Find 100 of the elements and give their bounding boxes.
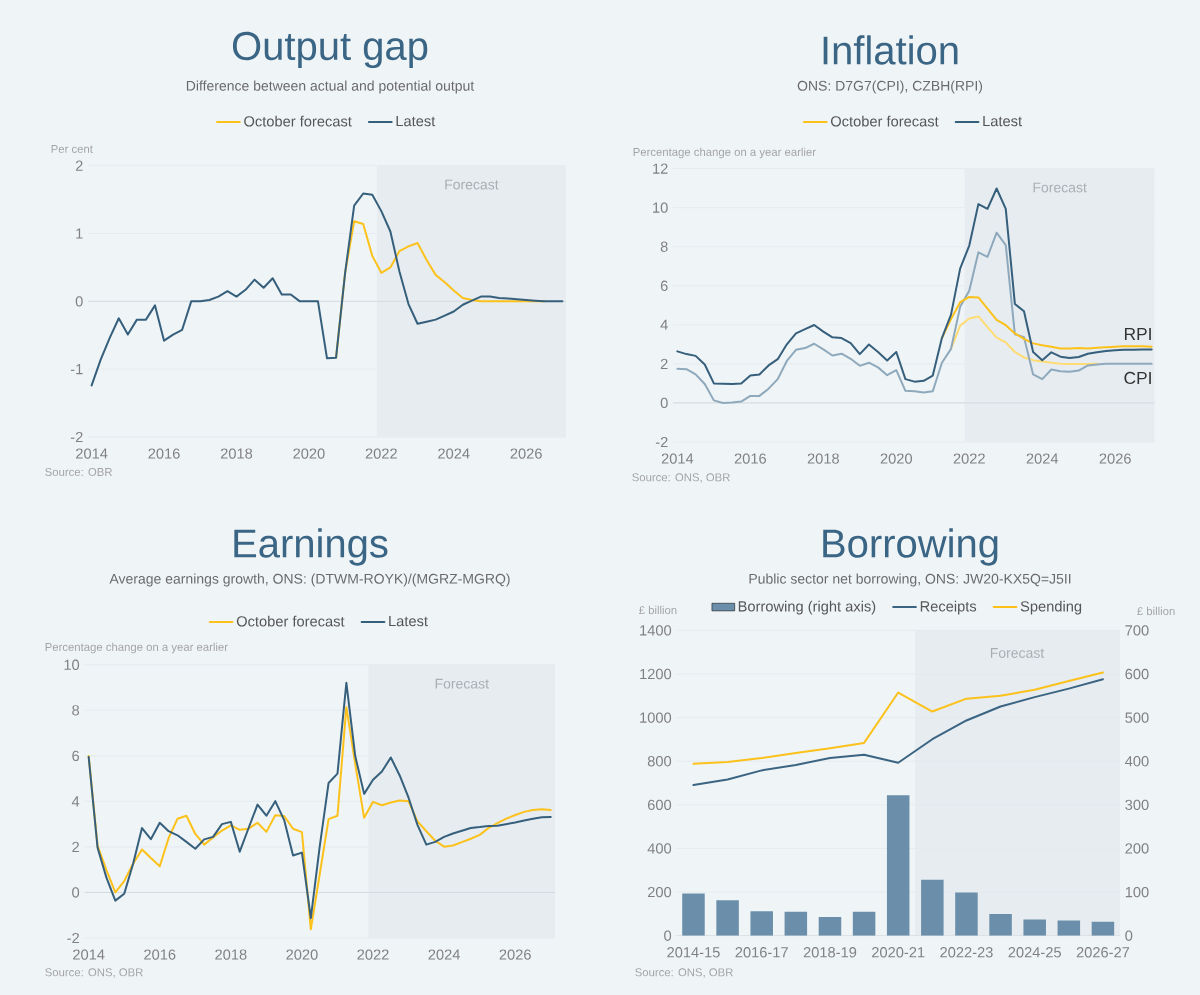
y-tick-label: 8	[72, 705, 80, 716]
y-tick-label: 1000	[640, 712, 672, 723]
band-label: Forecast	[435, 678, 489, 689]
y-tick-label: 2	[75, 160, 83, 171]
y-tick-label: -1	[70, 364, 83, 375]
y-tick-label: 800	[647, 756, 672, 767]
x-tick-label: 2026-27	[1076, 947, 1130, 958]
x-tick-label: 2026	[499, 949, 531, 960]
y-tick-label: 12	[653, 163, 668, 174]
y-tick-label: 6	[72, 750, 80, 762]
legend-label: Latest	[396, 116, 436, 127]
line-series	[692, 671, 1104, 765]
chart-title: Earnings	[234, 528, 388, 566]
x-tick-label: 2016	[144, 949, 176, 960]
y2-axis-title: £ billion	[1137, 606, 1175, 616]
legend-label: October forecast	[244, 115, 352, 127]
x-tick-label: 2018	[215, 949, 247, 960]
y2-tick-label: 700	[1125, 625, 1149, 636]
x-tick-label: 2018	[220, 448, 253, 459]
y-tick-label: 200	[647, 886, 672, 898]
legend-label: Spending	[1020, 600, 1082, 615]
y-tick-label: 4	[660, 319, 668, 330]
x-tick-label: 2020-21	[872, 947, 925, 958]
legend-label: Borrowing (right axis)	[738, 600, 876, 615]
x-tick-label: 2026	[1099, 453, 1131, 464]
bar	[1057, 920, 1081, 936]
x-tick-label: 2020	[286, 949, 318, 960]
x-tick-label: 2022-23	[940, 947, 993, 958]
x-tick-label: 2018	[807, 453, 839, 464]
y-tick-label: 8	[660, 241, 668, 252]
x-tick-label: 2014-15	[667, 947, 720, 958]
y-tick-label: -2	[655, 436, 668, 448]
legend-label: Latest	[389, 616, 428, 627]
x-tick-label: 2024-25	[1008, 947, 1061, 958]
band-label: Forecast	[1033, 182, 1087, 193]
y-tick-label: 10	[653, 202, 668, 213]
y-tick-label: 4	[71, 796, 80, 807]
y2-tick-label: 100	[1125, 886, 1149, 898]
y2-tick-label: 400	[1125, 756, 1149, 767]
bar	[682, 893, 705, 936]
bar	[955, 892, 978, 936]
chart-subtitle: ONS: D7G7(CPI), CZBH(RPI)	[797, 80, 983, 94]
bar	[1091, 921, 1115, 936]
y-tick-label: 6	[660, 280, 668, 291]
x-tick-label: 2024	[1026, 453, 1059, 464]
source-note: Source: ONS, OBR	[632, 473, 730, 483]
x-tick-label: 2024	[438, 448, 470, 459]
bar	[750, 911, 773, 936]
x-tick-label: 2016	[148, 448, 180, 459]
y-axis-title: £ billion	[639, 605, 677, 615]
x-tick-label: 2016	[734, 453, 767, 464]
y-tick-label: 2	[660, 358, 668, 369]
chart-title: Output gap	[232, 31, 428, 69]
y-tick-label: 0	[72, 887, 80, 898]
y-tick-label: 400	[647, 843, 672, 854]
x-tick-label: 2016-17	[735, 947, 788, 958]
source-note: Source: OBR	[45, 467, 112, 476]
bar	[784, 911, 808, 936]
y2-tick-label: 600	[1125, 668, 1149, 680]
legend-label: October forecast	[236, 615, 345, 627]
y-tick-label: -2	[67, 932, 79, 944]
y-tick-label: 1400	[640, 625, 672, 636]
annotation: Forecast	[990, 648, 1045, 658]
y-axis-title: Percentage change on a year earlier	[633, 147, 816, 159]
y-tick-label: 10	[64, 659, 80, 670]
chart-subtitle: Difference between actual and potential output	[186, 80, 475, 94]
x-tick-label: 2024	[428, 949, 460, 960]
chart-subtitle: Average earnings growth, ONS: (DTWM-ROYK)/(MGRZ-MGRQ)	[109, 573, 510, 587]
band-label: Forecast	[445, 179, 499, 190]
legend-label: Latest	[983, 116, 1022, 127]
bar	[886, 795, 910, 936]
y-axis-title: Per cent	[51, 145, 93, 153]
annotation: RPI	[1124, 328, 1151, 340]
line-series	[692, 678, 1104, 786]
chart-title: Inflation	[823, 35, 958, 65]
y-tick-label: 1	[76, 228, 83, 239]
y-axis-title: Percentage change on a year earlier	[45, 642, 228, 654]
bar	[716, 900, 739, 936]
bar	[1023, 919, 1046, 936]
y2-tick-label: 500	[1125, 712, 1149, 723]
bar	[818, 916, 842, 936]
x-tick-label: 2022	[357, 949, 389, 960]
legend-label: Receipts	[920, 600, 977, 615]
chart-subtitle: Public sector net borrowing, ONS: JW20-KX5Q=J5II	[749, 573, 1071, 587]
x-tick-label: 2026	[510, 448, 542, 459]
x-tick-label: 2018-19	[803, 947, 857, 958]
y-tick-label: 0	[75, 296, 83, 307]
y-tick-label: 0	[660, 397, 668, 409]
y2-tick-label: 300	[1125, 799, 1149, 811]
y2-tick-label: 0	[1125, 930, 1133, 941]
bar	[852, 911, 876, 936]
bar	[921, 879, 944, 936]
x-tick-label: 2014	[73, 949, 105, 960]
y-tick-label: 1200	[640, 668, 672, 680]
y-tick-label: 2	[72, 841, 79, 853]
chart-title: Borrowing	[823, 528, 998, 566]
bar	[989, 913, 1012, 936]
y-tick-label: -2	[70, 431, 83, 443]
x-tick-label: 2022	[365, 448, 397, 459]
legend-label: October forecast	[830, 115, 939, 127]
